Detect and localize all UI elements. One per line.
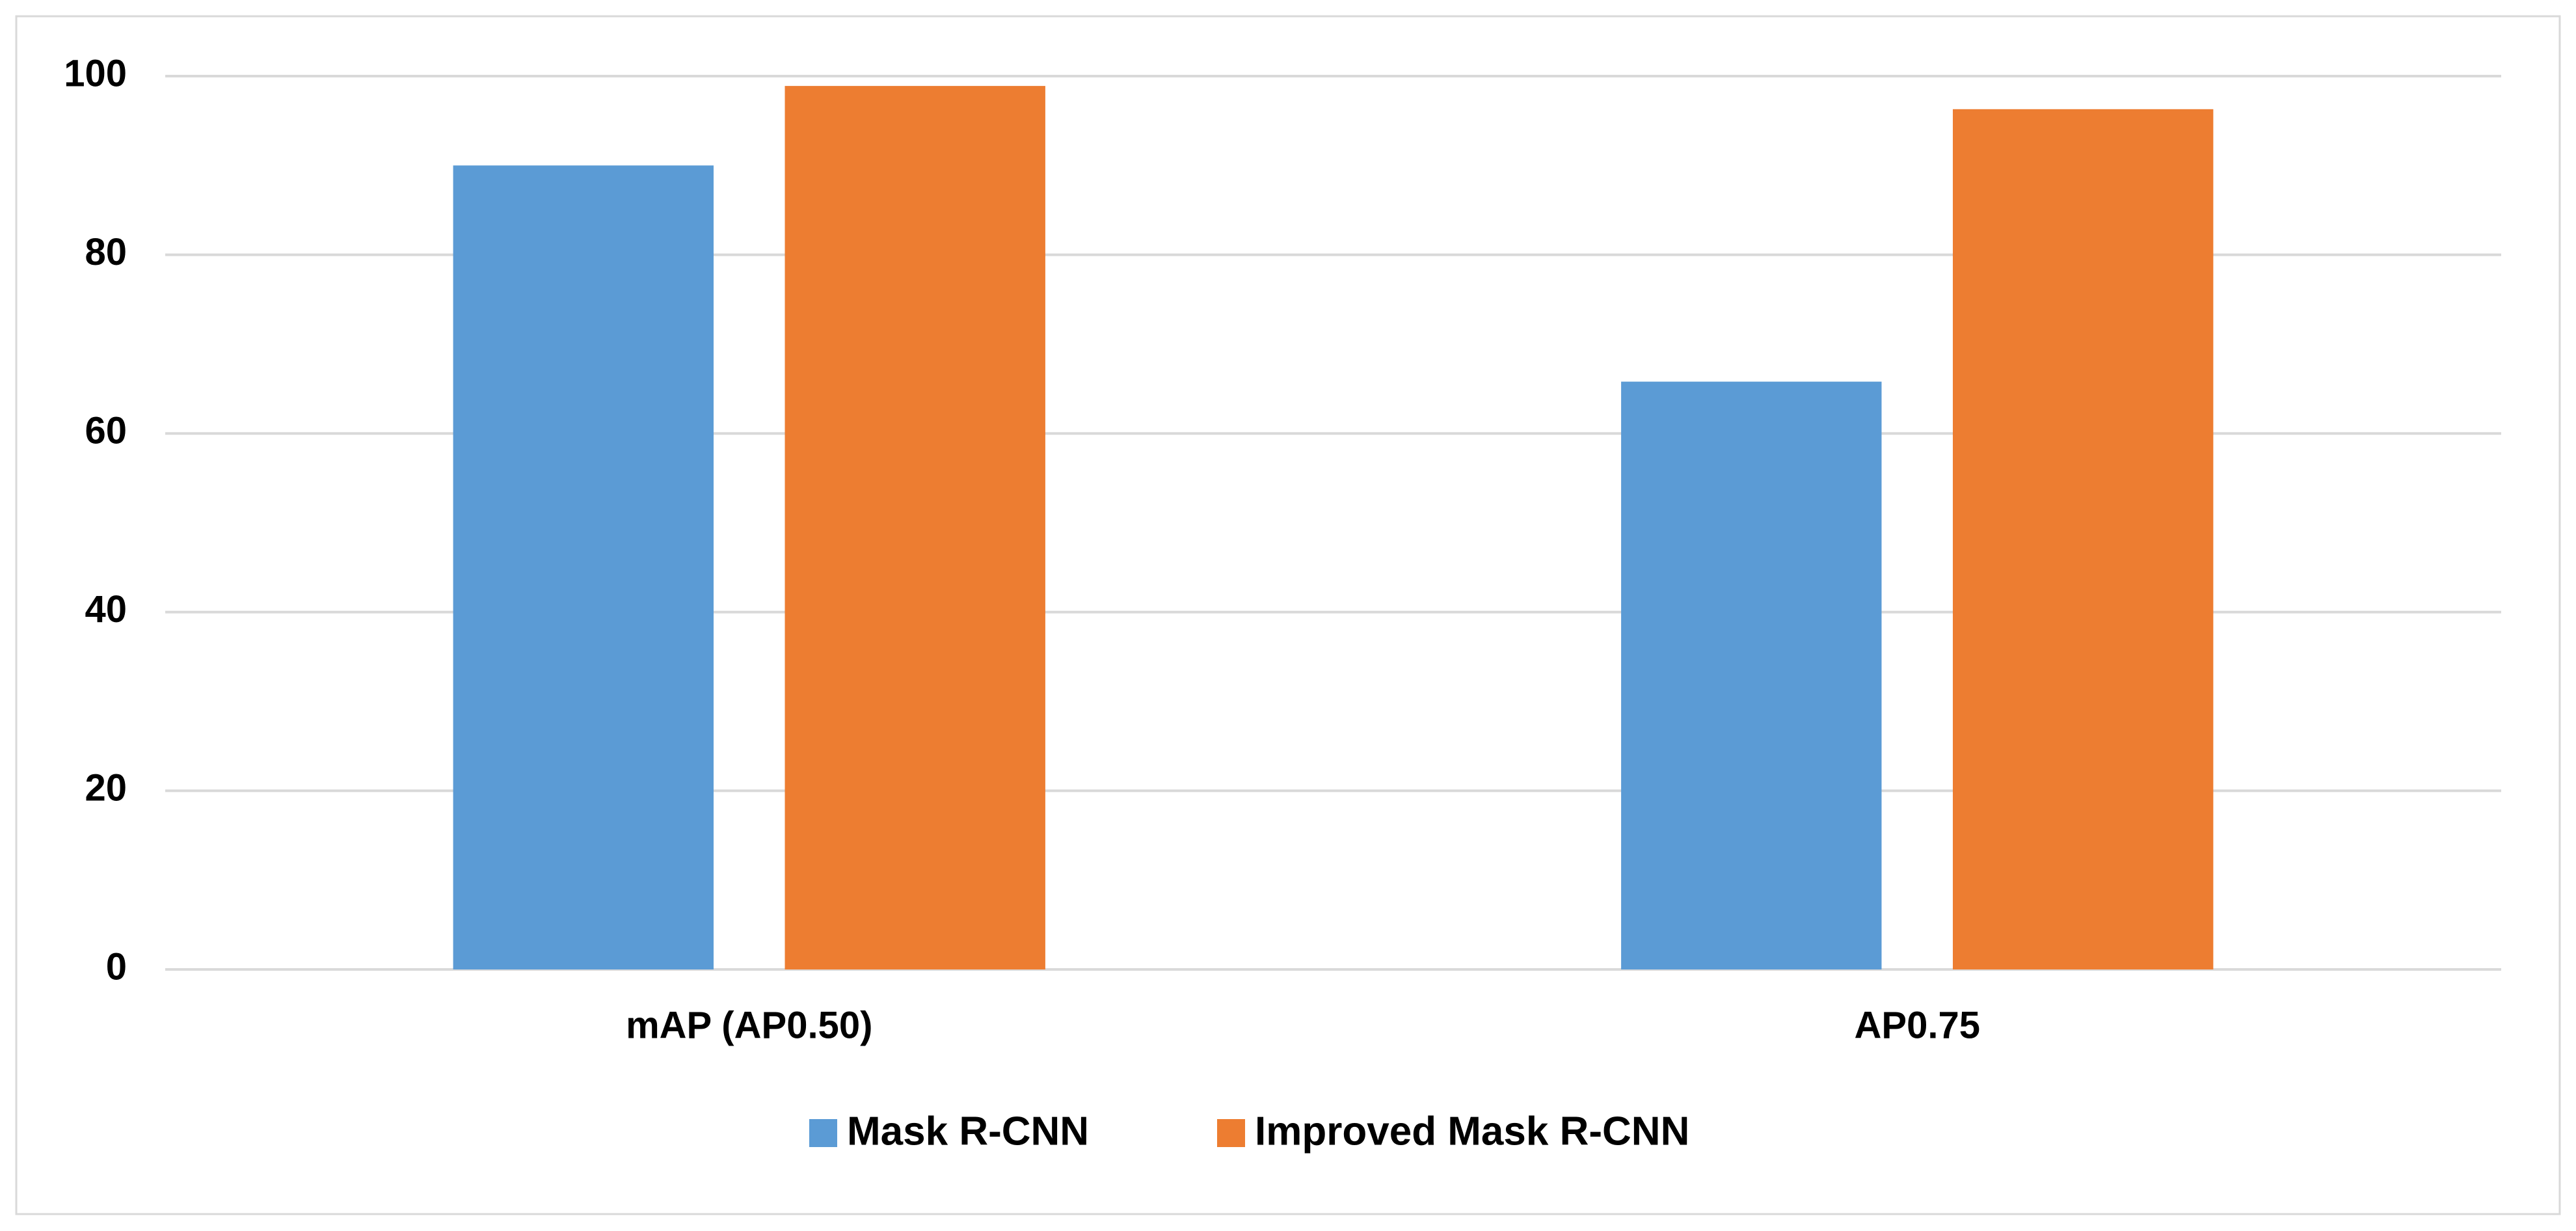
y-tick-label: 0 bbox=[106, 945, 127, 988]
bar bbox=[453, 165, 714, 969]
x-tick-label: AP0.75 bbox=[1855, 1004, 1980, 1046]
x-tick-label: mAP (AP0.50) bbox=[626, 1004, 872, 1046]
y-tick-label: 60 bbox=[85, 410, 127, 452]
bar bbox=[785, 86, 1045, 969]
legend-swatch bbox=[1217, 1119, 1245, 1147]
y-tick-label: 100 bbox=[64, 52, 127, 94]
bar bbox=[1953, 109, 2214, 969]
legend-label: Mask R-CNN bbox=[847, 1109, 1089, 1154]
bar bbox=[1621, 381, 1882, 969]
y-tick-label: 40 bbox=[85, 588, 127, 630]
y-tick-label: 80 bbox=[85, 231, 127, 273]
y-tick-label: 20 bbox=[85, 767, 127, 809]
legend-swatch bbox=[809, 1119, 837, 1147]
legend-label: Improved Mask R-CNN bbox=[1255, 1109, 1689, 1154]
